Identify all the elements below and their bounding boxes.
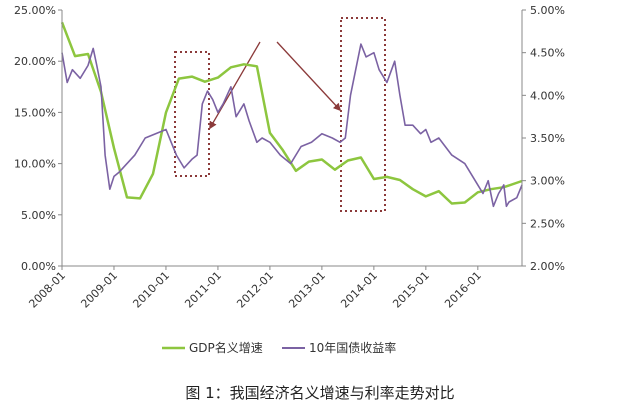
left-tick-label: 20.00% [14, 55, 56, 68]
highlight-box-2010 [174, 51, 210, 177]
gdp-vs-bond-yield-chart: 0.00% 5.00% 10.00% 15.00% 20.00% 25.00% 2.00% 2… [14, 4, 565, 355]
right-tick-label: 2.00% [530, 260, 565, 273]
legend: GDP名义增速 10年国债收益率 [162, 340, 396, 355]
x-tick-label: 2010-01 [130, 269, 172, 311]
x-tick-label: 2013-01 [286, 269, 328, 311]
left-tick-label: 10.00% [14, 158, 56, 171]
series-line-gdp [60, 21, 523, 205]
left-tick-label: 15.00% [14, 106, 56, 119]
left-tick-label: 25.00% [14, 4, 56, 17]
left-tick-label: 5.00% [21, 209, 56, 222]
right-tick-label: 2.50% [530, 217, 565, 230]
right-tick-label: 3.50% [530, 132, 565, 145]
annotations [174, 17, 386, 212]
right-tick-label: 4.00% [530, 89, 565, 102]
arrow-to-2013-box [276, 41, 342, 112]
x-tick-label: 2008-01 [26, 269, 68, 311]
x-tick-label: 2016-01 [442, 269, 484, 311]
x-tick-label: 2011-01 [182, 269, 224, 311]
right-tick-label: 4.50% [530, 47, 565, 60]
x-tick-label: 2015-01 [390, 269, 432, 311]
axes: 0.00% 5.00% 10.00% 15.00% 20.00% 25.00% 2.00% 2… [14, 4, 565, 311]
x-tick-label: 2012-01 [234, 269, 276, 311]
x-tick-label: 2009-01 [78, 269, 120, 311]
legend-label-yield: 10年国债收益率 [309, 340, 396, 355]
left-tick-label: 0.00% [21, 260, 56, 273]
right-tick-label: 3.00% [530, 175, 565, 188]
legend-label-gdp: GDP名义增速 [189, 340, 263, 355]
highlight-box-2013 [340, 17, 386, 212]
series-layer [60, 21, 523, 208]
figure-caption: 图 1：我国经济名义增速与利率走势对比 [185, 384, 455, 402]
right-tick-label: 5.00% [530, 4, 565, 17]
x-tick-label: 2014-01 [338, 269, 380, 311]
arrow-to-2010-box [209, 41, 261, 130]
series-line-yield [61, 43, 523, 208]
